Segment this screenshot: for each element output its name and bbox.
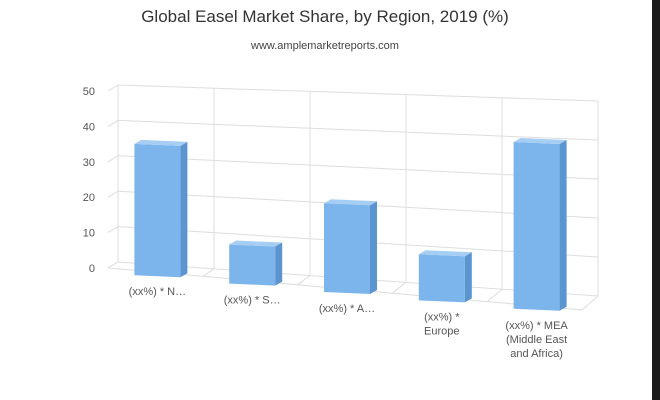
window-edge [652,0,660,400]
x-tick-label: (xx%) * Europe [424,311,460,337]
y-tick-label: 40 [83,121,95,133]
gridline-side [107,119,119,127]
floor-divider [297,275,311,286]
bar-front [513,141,560,311]
y-axis-ticks: 0 10 20 30 40 50 [83,86,95,275]
y-tick-label: 0 [89,263,95,275]
y-tick-label: 20 [83,192,95,204]
bar-front [134,143,181,278]
x-tick-label-line: Europe [424,325,459,337]
bar-4 [513,137,567,311]
x-axis-labels: (xx%) * N… (xx%) * S… (xx%) * A… (xx%) * Eur… [129,286,569,360]
bar-layer [134,137,567,311]
x-tick-label: (xx%) * MEA (Middle East and Africa) [505,320,568,360]
gridline-side [107,226,119,234]
gridline-side [107,155,119,163]
bar-3 [418,250,472,303]
bar-side [180,141,188,278]
x-tick-label-line: (xx%) * [424,311,460,323]
floor-divider [107,261,119,269]
chart-subtitle: www.amplemarketreports.com [251,40,399,52]
bar-0 [134,139,188,278]
bar-front [418,254,465,303]
gridline-h [117,119,599,141]
bar-side [464,252,472,303]
bar-side [370,201,377,294]
x-tick-label-line: (xx%) * S… [224,295,281,307]
x-tick-label-line: (xx%) * N… [129,286,186,298]
x-tick-label: (xx%) * A… [319,303,375,315]
gridline-h [117,84,599,102]
gridline-side [107,190,119,198]
bar-top [324,199,377,206]
bar-2 [324,199,377,294]
bar-side [559,139,567,311]
bar-top [134,139,188,146]
x-tick-label-line: (xx%) * MEA [505,320,568,332]
gridline-side [107,84,119,92]
bar-side [275,242,283,286]
floor-divider [581,295,599,311]
floor-divider [392,282,407,294]
bar-front [229,244,276,286]
y-tick-label: 10 [83,228,95,240]
bar-top [229,240,283,247]
chart-title: Global Easel Market Share, by Region, 20… [141,7,509,26]
y-tick-label: 30 [83,157,95,169]
y-tick-label: 50 [83,86,95,98]
x-tick-label: (xx%) * N… [129,286,186,298]
x-tick-label-line: and Africa) [510,348,563,360]
floor-divider [486,288,503,302]
bar-1 [229,240,283,286]
bar-front [324,203,370,294]
x-tick-label-line: (Middle East [506,334,567,346]
floor-divider [202,268,215,277]
bar-top [513,137,567,144]
x-tick-label-line: (xx%) * A… [319,303,375,315]
x-tick-label: (xx%) * S… [224,295,281,307]
bar-top [418,250,472,257]
